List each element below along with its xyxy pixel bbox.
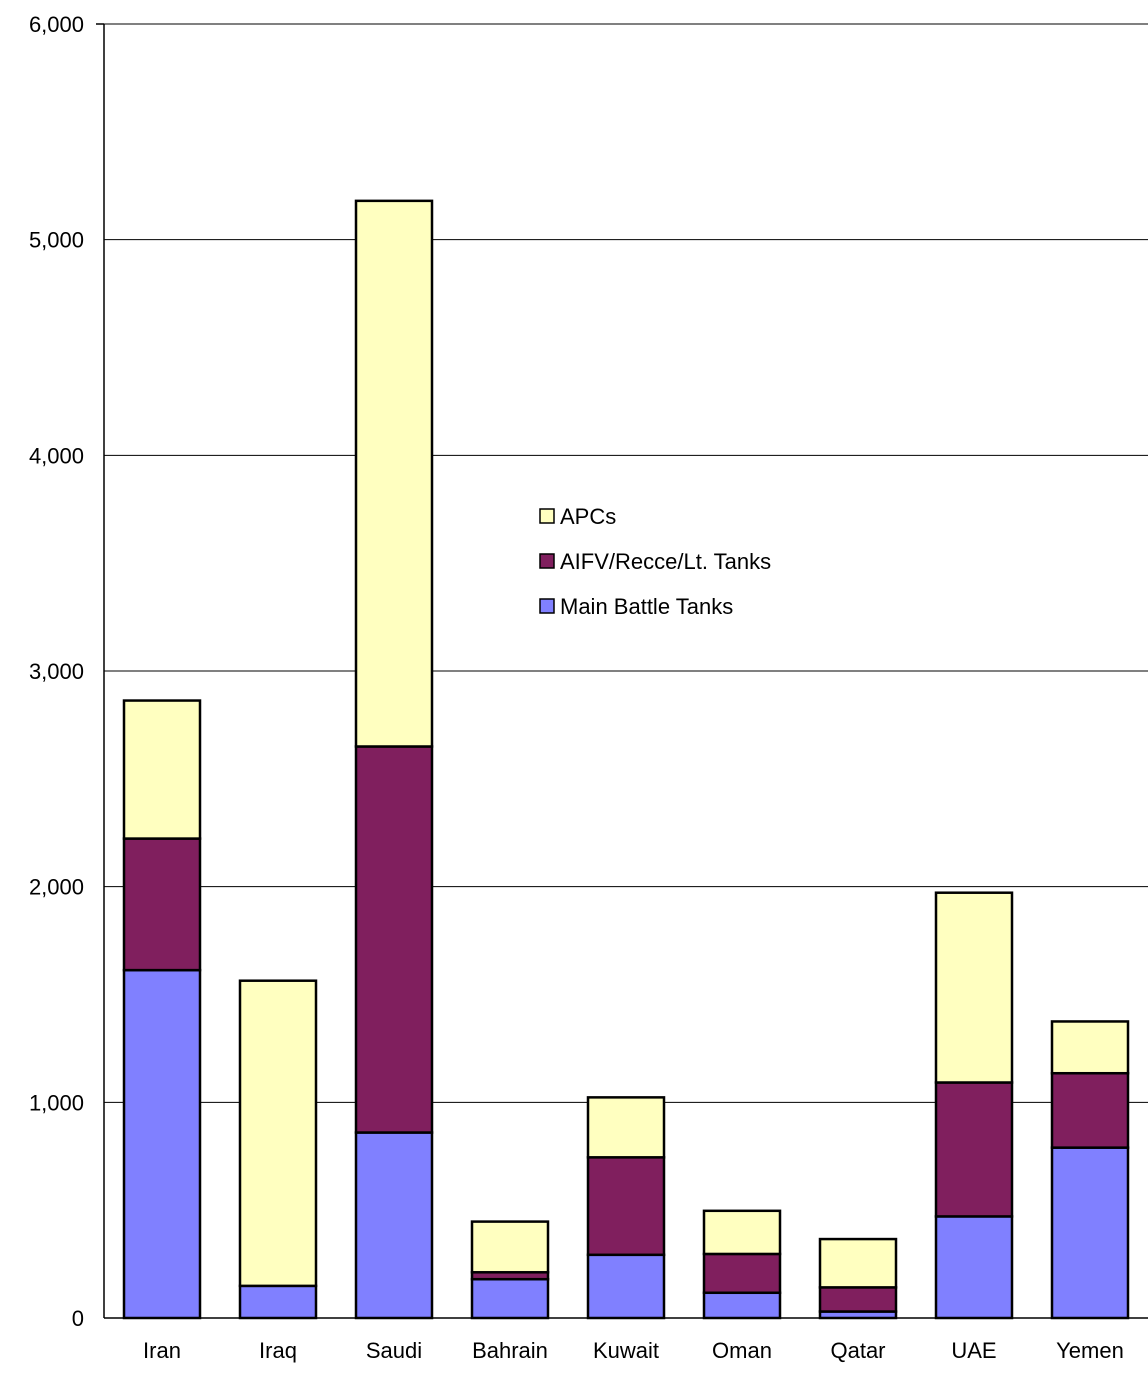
- x-tick-label: Iran: [143, 1338, 181, 1363]
- bars: [122, 199, 1130, 1320]
- legend-label: APCs: [560, 504, 616, 529]
- axes: [96, 23, 1148, 1319]
- bar-apcs-bahrain: [470, 1220, 550, 1274]
- x-tick-label: Kuwait: [593, 1338, 659, 1363]
- y-tick-label: 4,000: [29, 443, 84, 468]
- bar-apcs-qatar: [818, 1237, 898, 1289]
- y-tick-label: 2,000: [29, 875, 84, 900]
- x-tick-label: Qatar: [830, 1338, 885, 1363]
- bar-aifv-recce-lt-tanks-kuwait: [586, 1156, 666, 1257]
- bar-apcs-yemen: [1050, 1020, 1130, 1075]
- bar-apcs-oman: [702, 1209, 782, 1256]
- bar-aifv-recce-lt-tanks-qatar: [818, 1286, 898, 1313]
- bar-aifv-recce-lt-tanks-saudi: [354, 745, 434, 1134]
- legend-label: Main Battle Tanks: [560, 594, 733, 619]
- bar-apcs-iraq: [238, 979, 318, 1288]
- y-tick-label: 0: [72, 1306, 84, 1331]
- bar-aifv-recce-lt-tanks-uae: [934, 1081, 1014, 1218]
- y-tick-label: 1,000: [29, 1090, 84, 1115]
- y-tick-labels: 0 1,000 2,000 3,000 4,000 5,000 6,000: [29, 12, 84, 1331]
- bar-aifv-recce-lt-tanks-oman: [702, 1252, 782, 1295]
- bar-main-battle-tanks-kuwait: [586, 1253, 666, 1320]
- bar-aifv-recce-lt-tanks-yemen: [1050, 1071, 1130, 1149]
- bar-aifv-recce-lt-tanks-iran: [122, 837, 202, 972]
- bar-main-battle-tanks-oman: [702, 1291, 782, 1320]
- bar-apcs-iran: [122, 699, 202, 840]
- bar-main-battle-tanks-uae: [934, 1215, 1014, 1320]
- bar-apcs-kuwait: [586, 1096, 666, 1159]
- x-tick-label: Bahrain: [472, 1338, 548, 1363]
- bar-main-battle-tanks-iran: [122, 968, 202, 1320]
- y-tick-label: 5,000: [29, 228, 84, 253]
- x-tick-label: Saudi: [366, 1338, 422, 1363]
- legend: APCs AIFV/Recce/Lt. Tanks Main Battle Tank…: [539, 504, 771, 619]
- x-tick-label: Iraq: [259, 1338, 297, 1363]
- legend-swatch: [539, 508, 555, 524]
- bar-main-battle-tanks-iraq: [238, 1284, 318, 1320]
- bar-apcs-saudi: [354, 199, 434, 748]
- x-tick-label: UAE: [951, 1338, 996, 1363]
- bar-main-battle-tanks-saudi: [354, 1131, 434, 1320]
- x-tick-label: Yemen: [1056, 1338, 1124, 1363]
- bar-main-battle-tanks-yemen: [1050, 1146, 1130, 1320]
- x-tick-label: Oman: [712, 1338, 772, 1363]
- legend-swatch: [539, 598, 555, 614]
- y-tick-label: 6,000: [29, 12, 84, 37]
- legend-swatch: [539, 553, 555, 569]
- legend-label: AIFV/Recce/Lt. Tanks: [560, 549, 771, 574]
- x-tick-labels: Iran Iraq Saudi Bahrain Kuwait Oman Qatar UAE Ye…: [143, 1338, 1124, 1363]
- bar-main-battle-tanks-bahrain: [470, 1277, 550, 1320]
- bar-apcs-uae: [934, 891, 1014, 1084]
- y-tick-label: 3,000: [29, 659, 84, 684]
